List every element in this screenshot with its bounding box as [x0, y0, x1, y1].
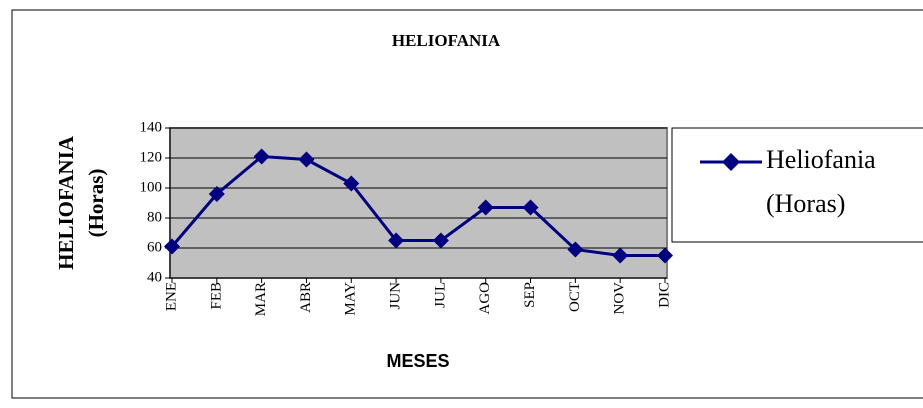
x-tick-label: FEB — [208, 282, 224, 310]
chart-title: HELIOFANIA — [392, 31, 501, 50]
x-axis-title: MESES — [386, 351, 449, 371]
x-tick-label: JUL — [432, 282, 448, 308]
y-tick-label: 60 — [147, 239, 162, 255]
x-tick-label: AGO — [477, 282, 493, 315]
y-tick-label: 140 — [140, 119, 163, 135]
legend-label: Heliofania (Horas) — [766, 145, 876, 218]
x-tick-label: JUN — [388, 282, 404, 310]
data-point — [253, 148, 270, 165]
y-tick-label: 120 — [140, 149, 163, 165]
plot-area — [169, 127, 668, 279]
x-tick-label: MAY — [343, 282, 359, 316]
x-tick-label: ENE — [163, 282, 179, 311]
y-axis-title: HELIOFANIA (Horas) — [54, 135, 108, 270]
data-point — [477, 199, 494, 216]
y-tick-label: 80 — [147, 209, 162, 225]
legend-marker — [722, 153, 740, 171]
x-tick-label: DIC — [656, 282, 672, 308]
x-tick-label: SEP — [522, 282, 538, 308]
x-tick-label: ABR — [298, 282, 314, 313]
data-point — [343, 175, 360, 192]
data-point — [164, 238, 180, 255]
x-tick-label: NOV — [612, 282, 628, 315]
data-point — [388, 232, 405, 249]
data-point — [298, 151, 315, 168]
data-point — [432, 232, 449, 249]
x-tick-label: MAR — [253, 282, 269, 316]
legend-box — [671, 127, 923, 243]
series-line — [170, 154, 665, 257]
data-point — [567, 241, 584, 258]
x-tick-label: OCT — [567, 282, 583, 312]
y-tick-label: 100 — [140, 179, 163, 195]
y-tick-label: 40 — [147, 269, 162, 285]
data-point — [208, 186, 225, 202]
data-point — [612, 247, 629, 264]
data-point — [657, 247, 673, 264]
data-point — [522, 199, 539, 216]
